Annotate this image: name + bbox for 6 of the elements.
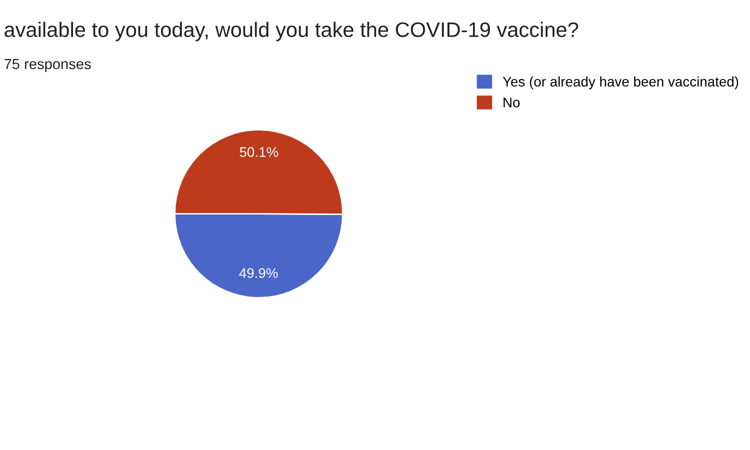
legend-label: No [504,98,520,108]
text: 75 responses [4,58,91,72]
data-label: 49.9% [239,268,278,278]
legend-label: Yes (or already have been vaccinated) [502,76,738,90]
chart-title: available to you today, would you take the COVID-19 vaccine? [4,22,578,42]
data-label: 50.1% [240,147,278,157]
